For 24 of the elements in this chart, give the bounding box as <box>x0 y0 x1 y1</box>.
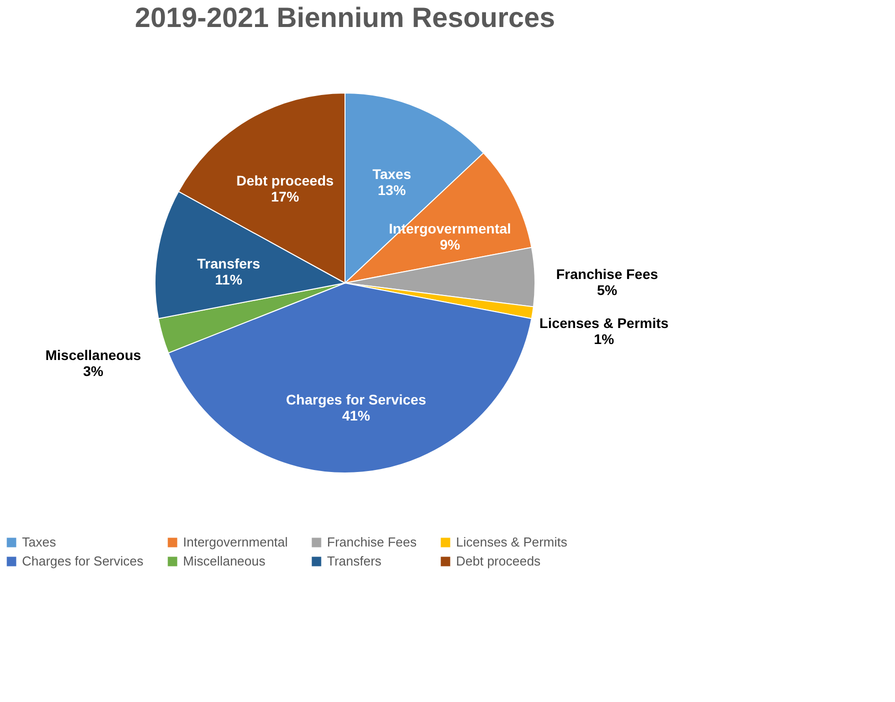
legend-label: Franchise Fees <box>327 534 418 550</box>
data-label: 13% <box>378 182 406 198</box>
legend-label: Debt proceeds <box>456 554 542 568</box>
data-label: 17% <box>271 188 300 205</box>
legend-label: Intergovernmental <box>183 534 288 550</box>
data-label: 11% <box>215 272 243 288</box>
legend-label: Charges for Services <box>22 554 144 568</box>
legend-label: Taxes <box>22 534 56 550</box>
data-label: 3% <box>83 363 104 380</box>
legend-label: Transfers <box>327 554 382 568</box>
slice-label: Transfers <box>197 256 260 272</box>
slice-label: Charges for Services <box>286 391 426 408</box>
slice-label: Debt proceeds <box>236 172 334 189</box>
data-label: 5% <box>596 282 618 298</box>
slice-label: Licenses & Permits <box>539 315 669 332</box>
slice-label: Miscellaneous <box>45 347 142 364</box>
data-label: 9% <box>440 236 461 253</box>
slice-label: Taxes <box>372 166 412 182</box>
slice-label: Franchise Fees <box>556 266 658 282</box>
data-label: 1% <box>594 331 615 348</box>
legend-label: Licenses & Permits <box>456 534 568 550</box>
legend-label: Miscellaneous <box>183 554 266 568</box>
data-label: 41% <box>342 407 371 424</box>
chart-title: 2019-2021 Biennium Resources <box>134 2 556 33</box>
